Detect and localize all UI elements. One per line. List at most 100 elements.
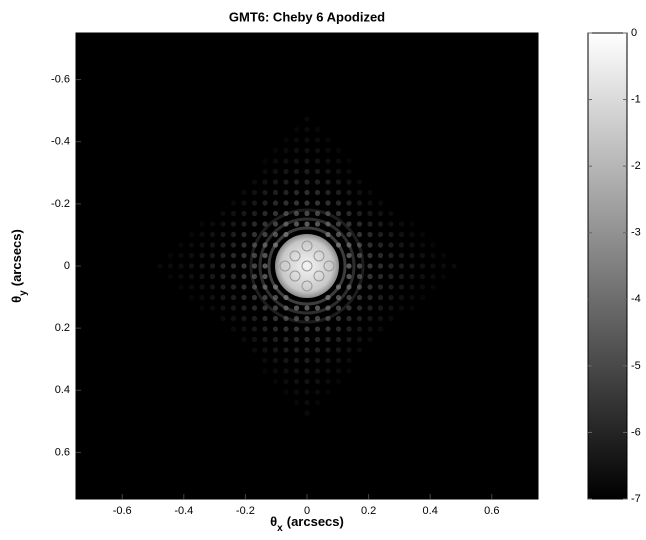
speckle	[272, 305, 279, 311]
speckle	[304, 200, 310, 206]
speckle	[304, 399, 310, 406]
speckle	[398, 305, 405, 311]
speckle	[293, 326, 300, 332]
ring	[249, 208, 365, 324]
speckle	[377, 221, 384, 227]
speckle	[440, 263, 447, 269]
speckle	[346, 284, 352, 290]
speckle	[167, 273, 174, 280]
speckle	[325, 189, 331, 196]
x-tick-label: -0.2	[236, 505, 255, 517]
speckle	[356, 242, 363, 248]
speckle	[262, 284, 268, 290]
speckle	[283, 137, 289, 143]
speckle	[409, 294, 415, 301]
speckle	[419, 263, 426, 269]
speckle	[241, 263, 247, 269]
speckle	[314, 147, 321, 154]
speckle	[283, 189, 289, 196]
speckle	[241, 294, 247, 301]
speckle	[251, 294, 258, 301]
speckle	[241, 189, 247, 196]
speckle	[398, 263, 405, 269]
y-tick-label: 0.4	[55, 384, 70, 396]
speckle	[283, 315, 289, 322]
speckle	[230, 305, 237, 311]
speckle	[409, 284, 415, 290]
xlabel: θx (arcsecs)	[270, 514, 344, 533]
speckle	[230, 221, 237, 227]
speckle	[346, 336, 352, 343]
speckle	[293, 378, 300, 385]
speckle	[367, 242, 373, 248]
speckle	[209, 242, 216, 248]
speckle	[377, 284, 384, 290]
speckle	[199, 305, 205, 311]
colorbar-tick-label: 0	[631, 27, 637, 39]
speckle	[304, 305, 310, 311]
speckle	[283, 336, 289, 343]
speckle	[314, 137, 321, 143]
speckle	[251, 179, 258, 185]
colorbar-tick-label: -5	[631, 360, 641, 372]
speckle	[241, 305, 247, 311]
ylabel-subscript: y	[18, 290, 29, 296]
speckle	[367, 210, 373, 217]
speckle	[409, 263, 415, 269]
speckle	[346, 179, 352, 185]
speckle	[356, 252, 363, 259]
speckle	[241, 210, 247, 217]
speckle	[409, 305, 415, 311]
speckle	[230, 326, 237, 332]
speckle	[325, 305, 331, 311]
speckle	[293, 126, 300, 133]
speckle	[188, 273, 195, 280]
speckle	[356, 315, 363, 322]
speckle	[304, 347, 310, 353]
segment	[289, 250, 301, 262]
speckle	[314, 189, 321, 196]
speckle	[283, 347, 289, 353]
speckle	[430, 273, 436, 280]
speckle	[262, 273, 268, 280]
speckle	[356, 200, 363, 206]
speckle	[335, 242, 342, 248]
speckle	[262, 347, 268, 353]
speckle	[304, 326, 310, 332]
speckle	[199, 284, 205, 290]
speckle	[293, 158, 300, 164]
x-tick-label: -0.4	[174, 505, 193, 517]
speckle	[325, 137, 331, 143]
speckle	[262, 305, 268, 311]
speckle	[272, 179, 279, 185]
speckle	[178, 263, 184, 269]
speckle	[377, 200, 384, 206]
speckle	[272, 326, 279, 332]
x-tick-label: 0.6	[484, 505, 499, 517]
speckle	[209, 263, 216, 269]
speckle	[220, 315, 226, 322]
speckle	[251, 252, 258, 259]
speckle	[230, 200, 237, 206]
speckle	[230, 242, 237, 248]
speckle	[293, 179, 300, 185]
speckle	[335, 368, 342, 374]
speckle	[314, 368, 321, 374]
speckle	[251, 221, 258, 227]
speckle	[325, 147, 331, 154]
speckle	[293, 221, 300, 227]
speckle	[304, 315, 310, 322]
speckle	[188, 231, 195, 238]
speckle	[304, 368, 310, 374]
speckle	[293, 168, 300, 175]
speckle	[283, 357, 289, 364]
speckle	[356, 273, 363, 280]
speckle	[209, 294, 216, 301]
speckle	[367, 263, 373, 269]
speckle	[241, 221, 247, 227]
speckle	[262, 315, 268, 322]
speckle	[367, 273, 373, 280]
speckle	[314, 126, 321, 133]
speckle	[262, 263, 268, 269]
speckle	[293, 336, 300, 343]
